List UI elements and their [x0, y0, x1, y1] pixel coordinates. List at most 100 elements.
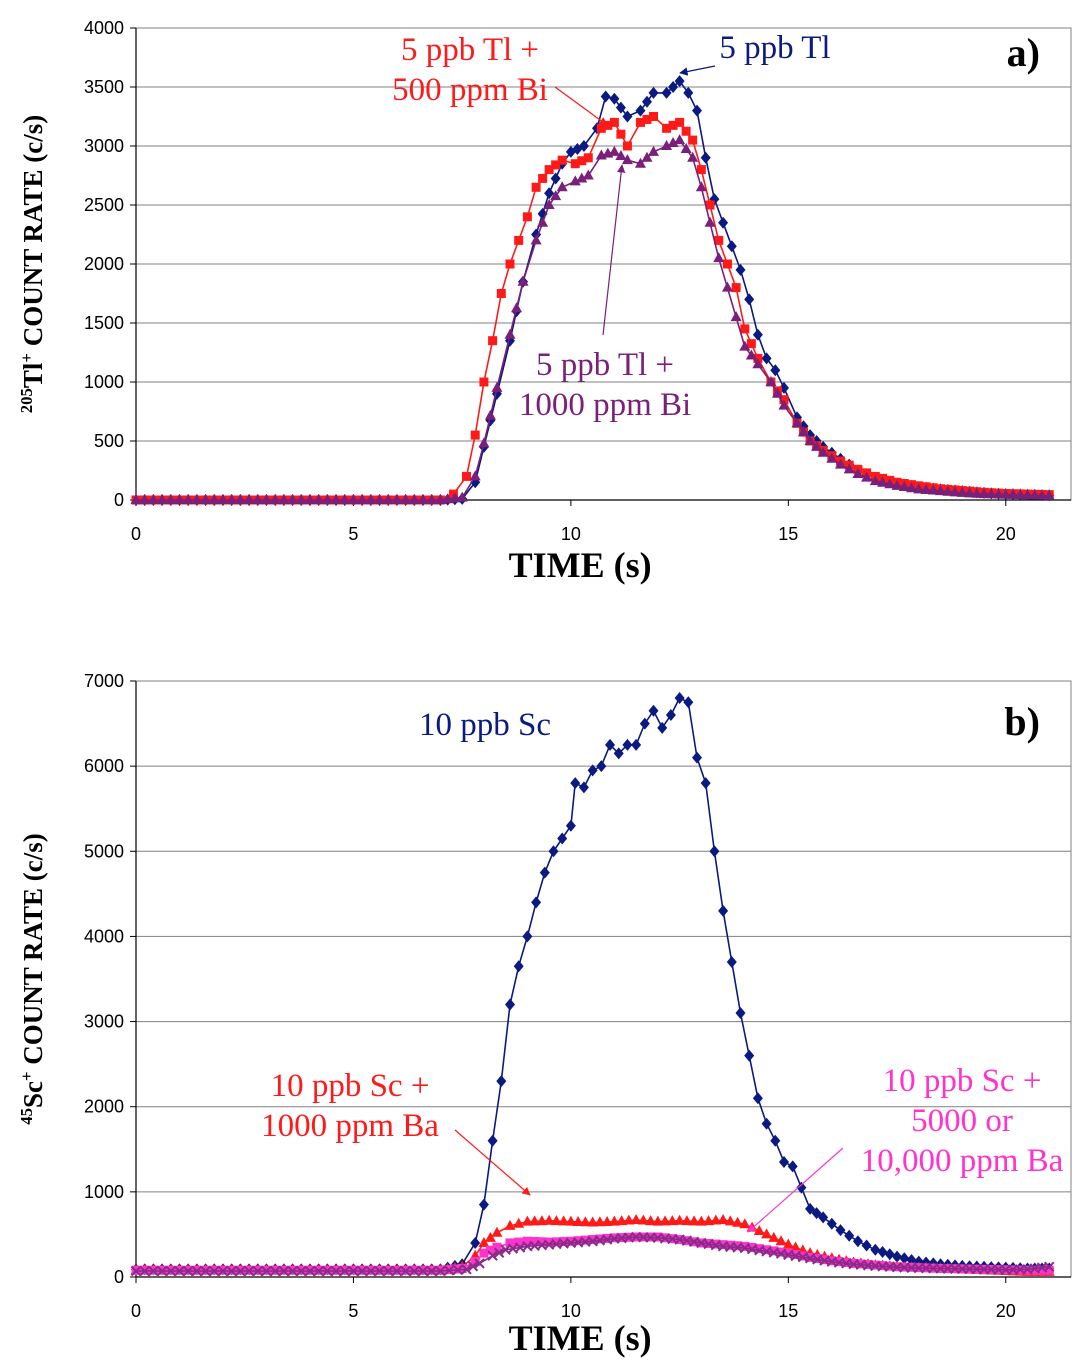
- data-point: [705, 200, 715, 210]
- data-point: [484, 1231, 496, 1242]
- data-point: [558, 1215, 570, 1226]
- y-axis-title: 205Tl+ COUNT RATE (c/s): [17, 115, 48, 413]
- data-point: [522, 1236, 532, 1246]
- data-point: [469, 470, 481, 481]
- data-point: [200, 494, 212, 504]
- x-marker-stroke: [174, 1265, 185, 1277]
- data-point: [587, 1216, 599, 1227]
- data-point: [130, 1265, 142, 1277]
- data-point: [573, 1236, 583, 1246]
- data-point: [596, 123, 606, 133]
- x-axis-title: TIME (s): [509, 545, 652, 585]
- x-axis-title: TIME (s): [509, 1318, 652, 1358]
- x-marker-stroke: [165, 1265, 176, 1277]
- x-marker-stroke: [594, 1235, 606, 1246]
- data-point: [680, 142, 692, 153]
- data-point: [252, 1265, 263, 1277]
- data-point: [426, 494, 438, 504]
- x-marker-stroke: [1036, 1262, 1048, 1273]
- data-point: [147, 494, 159, 504]
- data-point: [791, 417, 803, 428]
- annotation-text: 5 ppb Tl: [719, 30, 830, 66]
- x-marker-stroke: [493, 1247, 505, 1258]
- x-tick-label: 5: [348, 524, 358, 544]
- data-point: [861, 471, 873, 482]
- x-marker-stroke: [474, 1258, 485, 1269]
- data-point: [798, 426, 810, 437]
- data-point: [935, 485, 947, 496]
- data-point: [544, 165, 554, 175]
- annotation: 10 ppb Sc + 5000 or 10,000 ppm Ba: [747, 1063, 1064, 1233]
- annotation-text: 5000 or: [911, 1103, 1013, 1139]
- data-point: [278, 1265, 290, 1277]
- data-point: [733, 1241, 743, 1251]
- data-point: [578, 781, 589, 794]
- data-point: [505, 1238, 515, 1248]
- x-tick-label: 15: [778, 1301, 798, 1321]
- data-point: [522, 930, 533, 943]
- data-point: [726, 240, 737, 253]
- y-tick-label: 4000: [84, 18, 124, 38]
- data-point: [457, 1263, 467, 1273]
- data-point: [722, 259, 732, 269]
- data-point: [835, 458, 847, 469]
- data-point: [681, 126, 691, 136]
- data-point: [603, 120, 613, 130]
- data-point: [543, 1214, 555, 1225]
- x-tick-label: 0: [131, 1301, 141, 1321]
- data-point: [674, 692, 685, 705]
- data-point: [657, 721, 668, 734]
- data-point: [713, 252, 725, 263]
- data-point: [768, 1231, 780, 1242]
- data-point: [287, 494, 299, 504]
- data-point: [787, 1160, 798, 1173]
- x-marker-stroke: [226, 1265, 237, 1277]
- x-marker-stroke: [391, 1265, 403, 1277]
- data-point: [704, 216, 716, 227]
- data-point: [818, 1211, 829, 1224]
- data-point: [964, 487, 976, 498]
- data-point: [623, 1214, 635, 1225]
- x-marker-stroke: [452, 1264, 464, 1276]
- data-point: [740, 324, 750, 334]
- x-marker-stroke: [435, 1265, 446, 1277]
- data-point: [761, 1228, 773, 1239]
- data-point: [752, 358, 764, 369]
- x-marker-stroke: [191, 1265, 203, 1277]
- data-point: [631, 738, 642, 751]
- data-point: [417, 1265, 429, 1277]
- data-point: [550, 172, 561, 185]
- data-point: [1029, 489, 1041, 500]
- data-point: [674, 1214, 686, 1225]
- data-point: [400, 1265, 411, 1277]
- data-point: [745, 349, 757, 360]
- data-point: [622, 738, 633, 751]
- annotation-text: 5 ppb Tl +: [536, 347, 674, 383]
- data-point: [356, 1265, 368, 1277]
- data-point: [843, 463, 855, 474]
- data-point: [776, 1247, 786, 1257]
- x-marker-stroke: [356, 1265, 368, 1277]
- x-marker-stroke: [243, 1265, 255, 1277]
- data-point: [261, 1265, 272, 1277]
- data-point: [235, 1265, 246, 1277]
- data-point: [383, 1265, 394, 1277]
- data-point: [892, 1250, 903, 1263]
- y-tick-label: 6000: [84, 756, 124, 776]
- data-point: [583, 153, 593, 163]
- data-point: [898, 481, 910, 492]
- data-point: [826, 452, 838, 463]
- data-point: [1044, 1265, 1054, 1275]
- data-point: [688, 135, 698, 145]
- data-point: [730, 311, 742, 322]
- data-point: [609, 117, 619, 127]
- data-point: [770, 1134, 781, 1147]
- data-point: [226, 1265, 237, 1277]
- y-title-element: Sc: [18, 1081, 48, 1108]
- data-point: [725, 1240, 735, 1250]
- data-point: [884, 478, 896, 489]
- x-marker-stroke: [558, 1238, 569, 1249]
- data-point: [580, 1235, 590, 1245]
- data-point: [639, 717, 650, 730]
